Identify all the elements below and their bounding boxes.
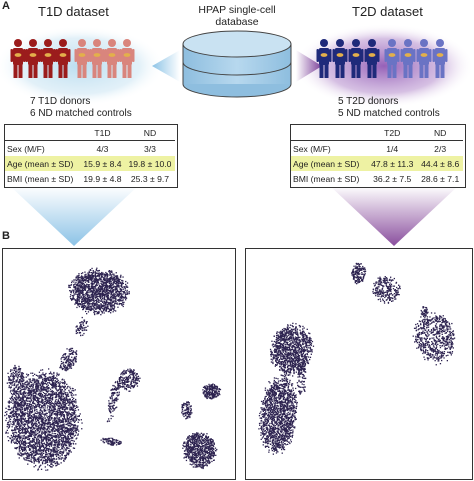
row-value: 2/3 xyxy=(434,143,447,154)
person-icon-control xyxy=(89,39,105,78)
cell-cluster xyxy=(118,368,141,392)
cell-cluster xyxy=(181,401,193,420)
row-value: 28.6 ± 7.1 xyxy=(421,173,460,184)
t2d-dataset-title: T2D dataset xyxy=(352,4,423,19)
row-label: BMI (mean ± SD) xyxy=(293,173,360,184)
t2d-demographics-table: T2D ND Sex (M/F) 1/4 2/3 Age (mean ± SD) 47.8 … xyxy=(291,125,463,186)
table-row: Age (mean ± SD) 15.9 ± 8.4 19.8 ± 10.0 xyxy=(5,156,175,171)
person-icon-control xyxy=(384,39,400,78)
cell-cluster xyxy=(100,437,122,446)
table-header-cell: ND xyxy=(124,125,175,141)
table-row: BMI (mean ± SD) 19.9 ± 4.8 25.3 ± 9.7 xyxy=(5,171,175,186)
person-icon-control xyxy=(432,39,448,78)
table-row: Sex (M/F) 1/4 2/3 xyxy=(291,141,463,157)
t1d-dataset-title: T1D dataset xyxy=(38,4,109,19)
person-icon-disease xyxy=(332,39,348,78)
t1d-umap-plot xyxy=(4,267,222,471)
row-value: 25.3 ± 9.7 xyxy=(130,173,170,184)
cell-cluster xyxy=(269,322,315,377)
table-header-cell: T1D xyxy=(79,125,125,141)
person-icon-disease xyxy=(40,39,56,78)
database-title: HPAP single-cell database xyxy=(187,4,287,28)
cell-cluster xyxy=(182,432,218,470)
table-row: BMI (mean ± SD) 36.2 ± 7.5 28.6 ± 7.1 xyxy=(291,171,463,186)
cell-cluster xyxy=(258,374,298,455)
row-value: 3/3 xyxy=(143,143,156,154)
panel-a-graphics xyxy=(0,24,474,246)
t1d-donor-icons xyxy=(10,39,135,78)
row-value: 15.9 ± 8.4 xyxy=(79,156,125,171)
row-value: 47.8 ± 11.3 xyxy=(367,156,418,171)
row-label: Age (mean ± SD) xyxy=(291,156,368,171)
panel-a-label: A xyxy=(2,0,10,12)
row-value: 36.2 ± 7.5 xyxy=(373,173,412,184)
cell-cluster xyxy=(68,267,130,316)
person-icon-disease xyxy=(25,39,41,78)
cell-cluster xyxy=(6,364,25,395)
database-icon xyxy=(182,30,292,98)
table-header-cell: T2D xyxy=(367,125,418,141)
panel-b-label: B xyxy=(2,230,10,242)
t2d-donors-line: 5 T2D donors xyxy=(338,96,399,107)
t2d-umap-plot xyxy=(258,262,456,455)
t1d-donors-line: 7 T1D donors xyxy=(30,96,91,107)
person-icon-disease xyxy=(55,39,71,78)
t1d-controls-line: 6 ND matched controls xyxy=(30,108,132,119)
table-header-cell xyxy=(291,125,368,141)
table-row: Sex (M/F) 4/3 3/3 xyxy=(5,141,175,157)
cell-cluster xyxy=(420,306,429,317)
t1d-demographics-table: T1D ND Sex (M/F) 4/3 3/3 Age (mean ± SD) 15.9 … xyxy=(5,125,175,186)
t1d-donor-summary: 7 T1D donors 6 ND matched controls xyxy=(30,96,132,120)
row-value: 19.9 ± 4.8 xyxy=(83,173,122,184)
person-icon-control xyxy=(416,39,432,78)
person-icon-control xyxy=(119,39,135,78)
t2d-controls-line: 5 ND matched controls xyxy=(338,108,440,119)
cell-cluster xyxy=(4,368,83,471)
table-header-row: T1D ND xyxy=(5,125,175,141)
person-icon-disease xyxy=(316,39,332,78)
cell-cluster xyxy=(296,364,307,395)
cell-cluster xyxy=(59,347,78,372)
row-value: 44.4 ± 8.6 xyxy=(417,156,463,171)
database-title-line1: HPAP single-cell xyxy=(198,4,276,16)
table-header-cell: ND xyxy=(417,125,463,141)
person-icon-control xyxy=(74,39,90,78)
row-label: Age (mean ± SD) xyxy=(5,156,80,171)
cell-cluster xyxy=(412,312,456,366)
cell-cluster xyxy=(351,262,367,285)
row-label: Sex (M/F) xyxy=(7,143,45,154)
row-value: 19.8 ± 10.0 xyxy=(124,156,175,171)
t1d-glow xyxy=(0,26,165,106)
person-icon-disease xyxy=(364,39,380,78)
cell-cluster xyxy=(202,383,222,400)
person-icon-control xyxy=(104,39,120,78)
row-value: 4/3 xyxy=(96,143,109,154)
person-icon-disease xyxy=(10,39,26,78)
t1d-funnel xyxy=(10,186,138,246)
person-icon-disease xyxy=(348,39,364,78)
row-label: Sex (M/F) xyxy=(293,143,331,154)
arrow-right-tip xyxy=(296,50,322,82)
t2d-donor-summary: 5 T2D donors 5 ND matched controls xyxy=(338,96,440,120)
t2d-donor-icons xyxy=(316,39,448,78)
table-row: Age (mean ± SD) 47.8 ± 11.3 44.4 ± 8.6 xyxy=(291,156,463,171)
cell-cluster xyxy=(372,276,401,304)
row-value: 1/4 xyxy=(386,143,399,154)
database-title-line2: database xyxy=(215,16,259,28)
cell-cluster xyxy=(106,378,121,423)
t2d-funnel xyxy=(330,186,458,246)
arrow-left-tip xyxy=(152,50,180,82)
cell-cluster xyxy=(75,316,89,337)
person-icon-control xyxy=(400,39,416,78)
table-header-cell xyxy=(5,125,80,141)
table-header-row: T2D ND xyxy=(291,125,463,141)
row-label: BMI (mean ± SD) xyxy=(7,173,74,184)
